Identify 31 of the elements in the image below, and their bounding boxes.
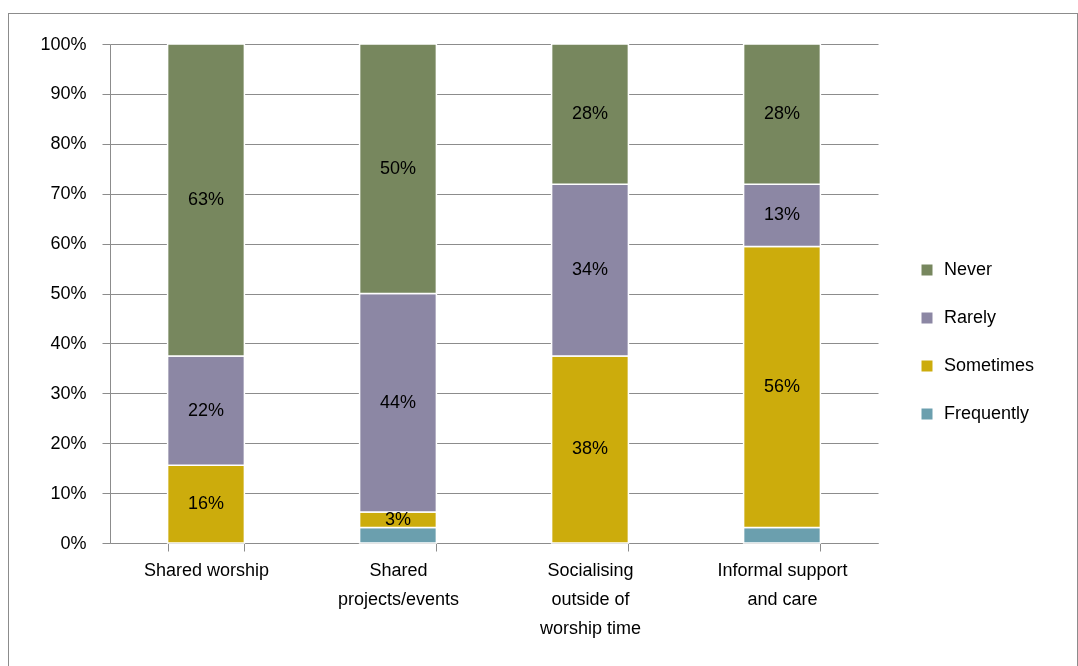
y-tick-label: 40% (50, 332, 87, 353)
y-tick-label: 100% (40, 33, 87, 54)
y-tick-label: 20% (50, 432, 87, 453)
data-label: 50% (379, 157, 417, 178)
data-label: 13% (763, 204, 801, 225)
x-tick-label: Shared worship (143, 559, 270, 580)
legend-label: Rarely (944, 307, 997, 327)
data-label: 28% (571, 103, 609, 124)
data-label: 22% (187, 399, 225, 420)
x-tick-label: Socialising outside of worship time (538, 559, 642, 638)
data-label: 38% (571, 438, 609, 459)
y-tick-label: 50% (50, 283, 87, 303)
data-label: 3% (384, 508, 412, 529)
data-label: 16% (187, 493, 225, 514)
data-label: 56% (763, 376, 801, 397)
legend-label: Sometimes (944, 355, 1035, 375)
x-tick-label: Informal support and care (717, 559, 848, 609)
y-tick-label: 60% (50, 233, 87, 254)
data-label: 34% (571, 259, 609, 280)
x-tick-label: Shared projects/events (337, 559, 460, 609)
data-label: 63% (187, 188, 225, 209)
y-tick-label: 80% (50, 133, 87, 154)
y-tick-label: 70% (50, 183, 87, 204)
data-label: 28% (763, 103, 801, 124)
y-tick-label: 30% (50, 382, 87, 403)
data-label: 44% (379, 391, 417, 412)
legend-label: Never (944, 259, 993, 279)
y-tick-label: 10% (50, 482, 87, 503)
y-tick-label: 0% (60, 532, 87, 553)
y-tick-label: 90% (50, 83, 87, 104)
legend-label: Frequently (944, 403, 1030, 423)
